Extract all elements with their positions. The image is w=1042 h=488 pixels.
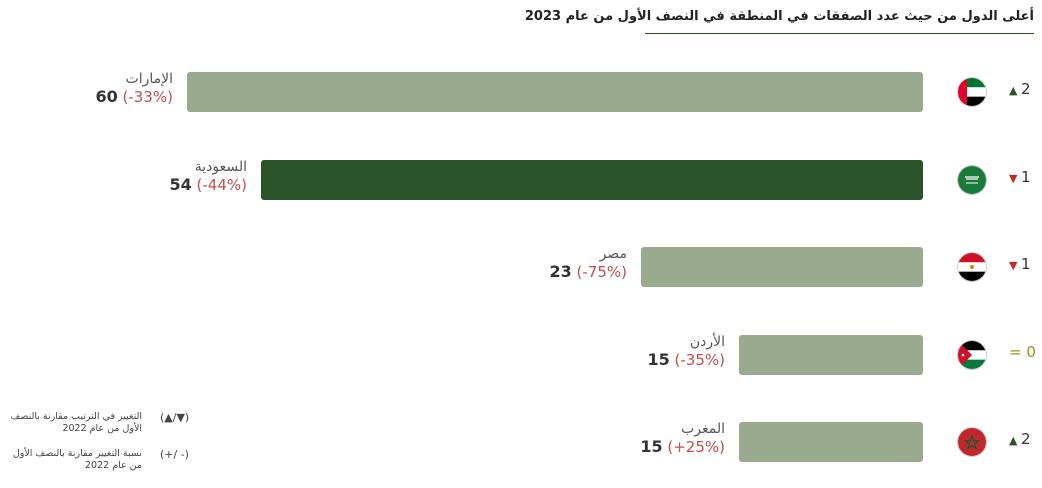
value-line: 60 (-33%) [96,87,174,107]
bar-label: مصر 23 (-75%) [550,246,628,282]
rank-change-value: 1 [1020,167,1031,186]
rank-change: ▼ 1 [1009,168,1031,186]
value-line: 54 (-44%) [170,175,248,195]
data-value: 15 [647,349,670,369]
legend-rank-symbol: (▲/▼) [160,411,190,424]
bar [739,334,923,375]
jordan-flag-icon [958,340,986,369]
rank-change-symbol: = [1009,342,1027,361]
legend-rank-text: التغيير في الترتيب مقارنة بالنصف الأول م… [10,411,142,434]
bar [739,422,923,462]
rank-change-symbol: ▼ [1009,171,1021,185]
chart-title: أعلى الدول من حيث عدد الصفقات في المنطقة… [524,9,1034,24]
data-value: 60 [95,87,118,106]
rank-change: ▲ 2 [1009,80,1031,98]
bar [187,72,923,112]
change-percent: (+25%) [662,438,725,456]
change-percent: (-35%) [669,350,725,369]
change-percent: (-33%) [117,88,173,106]
uae-flag-icon [958,78,986,106]
data-value: 15 [640,437,663,456]
category-label: المغرب [681,421,725,437]
bar-label: الإمارات 60 (-33%) [96,71,174,107]
rank-change-value: 2 [1020,430,1031,448]
title-underline [645,33,1034,34]
rank-change-value: 1 [1020,255,1031,273]
rank-change-value: 2 [1020,80,1031,98]
morocco-flag-icon [958,428,986,456]
data-value: 54 [169,174,192,194]
rank-change: ▼ 1 [1009,255,1031,273]
value-line: 15 (-35%) [648,350,726,370]
category-label: السعودية [194,158,247,175]
value-line: 23 (-75%) [550,262,628,282]
rank-change-symbol: ▲ [1009,434,1021,447]
rank-change-symbol: ▼ [1009,259,1021,272]
rank-change-value: 0 [1026,342,1036,361]
category-label: الإمارات [125,71,173,87]
data-value: 23 [549,262,572,281]
bar-label: المغرب 15 (+25%) [640,421,725,457]
rank-change: = 0 [1009,343,1036,361]
category-label: الأردن [689,333,725,350]
change-percent: (-75%) [571,263,627,281]
saudi-flag-icon [958,165,986,194]
rank-change-symbol: ▲ [1009,84,1021,97]
rank-change: ▲ 2 [1009,430,1031,448]
bar-label: السعودية 54 (-44%) [170,159,248,195]
legend-pct-symbol: (+/ -) [160,448,189,461]
value-line: 15 (+25%) [640,437,725,457]
change-percent: (-44%) [191,175,247,194]
bar [641,247,923,287]
egypt-flag-icon [958,253,986,281]
bar [261,159,923,200]
bar-label: الأردن 15 (-35%) [648,334,726,370]
legend-pct-text: نسبة التغيير مقارنة بالنصف الأول من عام … [12,448,142,471]
category-label: مصر [599,246,627,262]
